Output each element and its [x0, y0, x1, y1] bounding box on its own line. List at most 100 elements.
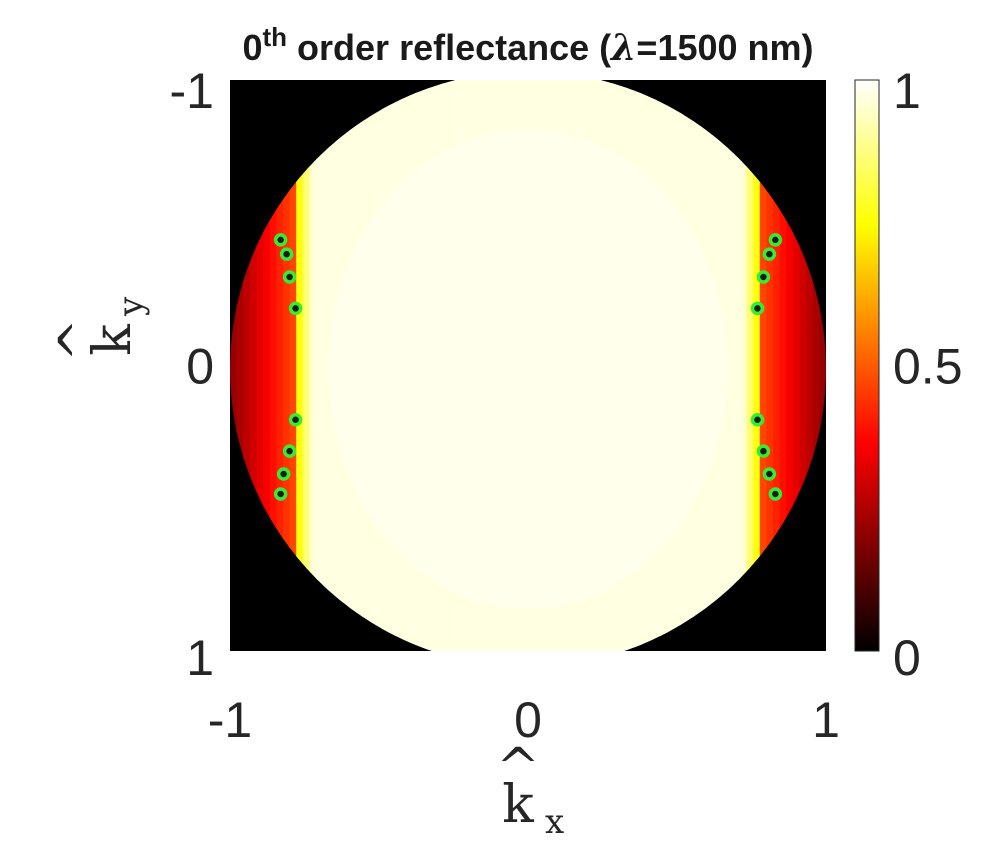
marker-point	[756, 270, 771, 284]
field-column	[342, 80, 350, 651]
markers-layer	[273, 233, 783, 501]
marker-point	[762, 247, 777, 261]
field-column	[640, 80, 648, 651]
field-column	[653, 80, 662, 651]
field-column	[746, 80, 754, 651]
marker-point	[762, 467, 777, 481]
x-axis-label: k ^ x	[496, 738, 564, 842]
field-column	[779, 80, 787, 651]
field-column	[720, 80, 728, 651]
reflectance-field	[230, 80, 826, 651]
svg-text:^: ^	[49, 318, 109, 362]
field-column	[627, 80, 635, 651]
field-column	[806, 80, 814, 651]
marker-point	[288, 412, 303, 427]
field-column	[335, 80, 344, 651]
field-column	[362, 80, 370, 651]
field-column	[408, 80, 417, 651]
field-column	[620, 80, 628, 651]
field-column	[567, 80, 575, 651]
field-column	[448, 80, 456, 651]
field-column	[256, 80, 264, 651]
field-column	[726, 80, 734, 651]
field-column	[349, 80, 357, 651]
field-column	[733, 80, 741, 651]
colorbar: 00.51	[854, 63, 963, 686]
marker-point	[288, 301, 303, 316]
field-column	[488, 80, 496, 651]
colorbar-tick-label: 0.5	[893, 339, 963, 395]
colorbar-tick-labels: 00.51	[893, 63, 963, 686]
svg-text:k: k	[502, 775, 534, 835]
field-column	[660, 80, 668, 651]
colorbar-gradient	[854, 79, 880, 652]
field-column	[230, 80, 238, 651]
field-column	[249, 80, 258, 651]
field-column	[686, 80, 695, 651]
field-column	[534, 80, 542, 651]
field-column	[713, 80, 721, 651]
field-column	[693, 80, 701, 651]
field-column	[647, 80, 655, 651]
field-column	[296, 80, 304, 651]
marker-point	[276, 467, 291, 481]
plot-area	[230, 80, 826, 651]
field-column	[759, 80, 767, 651]
field-column	[428, 80, 436, 651]
field-column	[329, 80, 337, 651]
field-column	[501, 80, 509, 651]
svg-text:y: y	[111, 296, 151, 317]
field-column	[355, 80, 364, 651]
field-column	[600, 80, 609, 651]
field-column	[415, 80, 423, 651]
colorbar-tick-label: 1	[893, 63, 921, 119]
field-column	[580, 80, 589, 651]
y-tick-label: 1	[186, 630, 214, 686]
field-column	[614, 80, 622, 651]
field-column	[547, 80, 556, 651]
field-column	[435, 80, 443, 651]
field-column	[812, 80, 820, 651]
marker-point	[273, 233, 288, 247]
field-column	[375, 80, 383, 651]
marker-point	[282, 270, 297, 284]
field-column	[594, 80, 602, 651]
field-column	[276, 80, 284, 651]
field-column	[508, 80, 516, 651]
field-column	[475, 80, 483, 651]
field-column	[786, 80, 794, 651]
x-tick-labels: -1 0 1	[208, 692, 840, 748]
field-column	[773, 80, 781, 651]
field-column	[461, 80, 469, 651]
svg-text:x: x	[545, 802, 564, 842]
field-column	[494, 80, 503, 651]
field-column	[633, 80, 642, 651]
field-column	[799, 80, 807, 651]
field-column	[316, 80, 324, 651]
chart-title: 0th order reflectance (λ=1500 nm)	[242, 22, 813, 69]
field-column	[753, 80, 761, 651]
field-column	[289, 80, 297, 651]
field-highlight	[328, 129, 728, 609]
field-column	[395, 80, 403, 651]
field-column	[514, 80, 522, 651]
field-column	[607, 80, 615, 651]
field-column	[236, 80, 244, 651]
field-column	[792, 80, 801, 651]
field-column	[243, 80, 251, 651]
field-column	[369, 80, 377, 651]
marker-point	[750, 301, 765, 316]
field-column	[481, 80, 489, 651]
field-column	[528, 80, 536, 651]
field-column	[455, 80, 463, 651]
field-column	[388, 80, 397, 651]
marker-point	[750, 412, 765, 427]
y-axis-label: k ^ y	[49, 296, 151, 362]
field-column	[541, 80, 549, 651]
marker-point	[279, 247, 294, 261]
field-column	[667, 80, 675, 651]
field-column	[739, 80, 748, 651]
field-column	[422, 80, 430, 651]
field-column	[561, 80, 569, 651]
